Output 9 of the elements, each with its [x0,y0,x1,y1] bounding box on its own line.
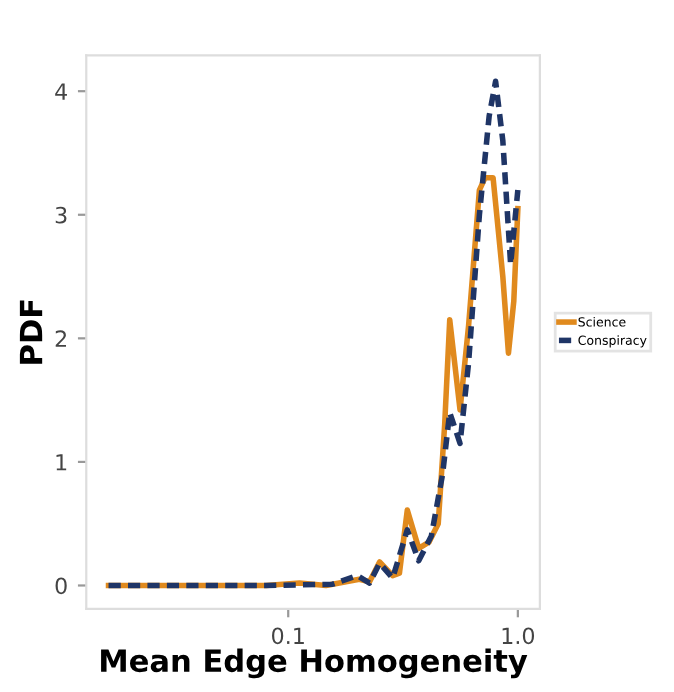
y-tick-label: 1 [56,454,67,471]
y-tick-label: 4 [55,83,67,100]
x-axis-title: Mean Edge Homogeneity [101,648,528,679]
x-tick-label: 0.1 [272,627,304,645]
y-tick-label: 0 [55,577,67,595]
y-axis-title: PDF [19,300,43,364]
y-tick-label: 3 [55,206,67,224]
x-tick-label: 1.0 [502,627,535,645]
y-tick-label: 2 [55,330,66,347]
